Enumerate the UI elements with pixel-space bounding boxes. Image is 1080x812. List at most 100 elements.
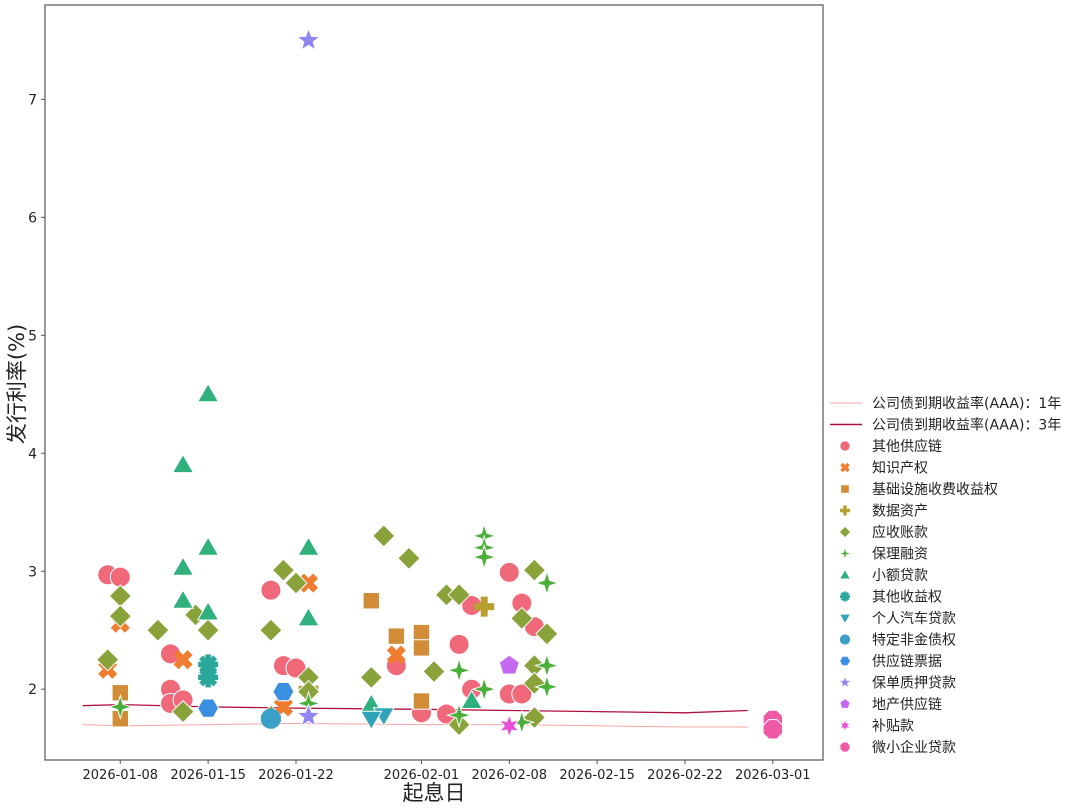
point-s15-2 xyxy=(762,719,783,740)
legend-label-7: 小额贷款 xyxy=(872,568,928,584)
point-s6-10 xyxy=(533,569,561,597)
legend-label-4: 数据资产 xyxy=(872,504,928,520)
x-tick-label-5: 2026-02-08 xyxy=(472,768,548,783)
point-s7-7 xyxy=(297,536,320,556)
legend-label-line-2: 公司债到期收益率(AAA)：3年 xyxy=(872,417,1061,434)
legend-marker-6 xyxy=(838,546,852,561)
x-tick-label-8: 2026-03-01 xyxy=(735,768,811,783)
point-s7-2 xyxy=(196,382,220,403)
point-s13-1 xyxy=(498,654,520,675)
point-s5-21 xyxy=(510,606,534,631)
legend-marker-7 xyxy=(839,569,851,580)
point-s1-20 xyxy=(511,683,533,705)
point-s14-1 xyxy=(498,713,521,739)
point-s7-10 xyxy=(460,689,483,709)
legend-label-12: 保单质押贷款 xyxy=(872,676,956,692)
y-tick-label-3: 4 xyxy=(28,446,37,462)
point-s5-22 xyxy=(522,558,547,582)
legend-label-2: 知识产权 xyxy=(872,460,928,477)
x-tick-label-7: 2026-02-22 xyxy=(647,768,723,783)
legend-label-1: 其他供应链 xyxy=(872,438,942,455)
point-s1-7 xyxy=(260,579,282,601)
point-s5-24 xyxy=(522,671,547,696)
legend-label-15: 微小企业贷款 xyxy=(872,739,956,756)
point-s1-9 xyxy=(285,657,307,679)
line-series-1 xyxy=(82,722,748,728)
y-tick-label-1: 2 xyxy=(28,682,37,698)
point-s7-8 xyxy=(297,606,320,627)
legend: 公司债到期收益率(AAA)：1年公司债到期收益率(AAA)：3年其他供应链知识产… xyxy=(830,395,1061,756)
point-s7-5 xyxy=(171,589,195,609)
point-s5-25 xyxy=(535,622,559,646)
point-s5-8 xyxy=(259,618,283,642)
point-s5-16 xyxy=(397,546,421,571)
point-s6-7 xyxy=(470,543,498,571)
point-s11-1 xyxy=(197,698,220,718)
point-s2-3 xyxy=(173,650,193,670)
legend-marker-5 xyxy=(839,526,851,538)
legend-label-line-1: 公司债到期收益率(AAA)：1年 xyxy=(872,395,1061,412)
point-s5-7 xyxy=(171,699,195,724)
point-s5-19 xyxy=(447,583,471,607)
legend-marker-8 xyxy=(840,591,850,602)
x-axis-label: 起息日 xyxy=(403,781,466,805)
legend-marker-9 xyxy=(839,613,851,624)
point-s11-2 xyxy=(272,682,295,702)
point-s4-1 xyxy=(474,596,495,617)
point-s10-1 xyxy=(260,708,281,729)
plot-frame xyxy=(44,4,824,761)
legend-label-10: 特定非金债权 xyxy=(872,633,956,649)
x-tick-label-3: 2026-01-22 xyxy=(258,768,334,783)
point-s5-9 xyxy=(271,558,296,582)
point-s1-13 xyxy=(448,633,470,655)
point-s2-6 xyxy=(386,645,406,665)
point-s6-8 xyxy=(470,675,498,703)
y-tick-label-5: 6 xyxy=(28,210,37,226)
point-s5-4 xyxy=(146,618,170,642)
legend-label-8: 其他收益权 xyxy=(872,590,942,606)
y-tick-label-2: 3 xyxy=(28,564,37,580)
legend-marker-13 xyxy=(839,698,851,709)
point-s3-7 xyxy=(412,692,431,710)
x-axis-ticks: 2026-01-08 2026-01-15 2026-01-22 2026-02-01… xyxy=(83,760,811,783)
point-s6-1 xyxy=(107,693,134,721)
y-axis-label: 发行利率(%) xyxy=(5,324,29,444)
legend-label-6: 保理融资 xyxy=(872,547,928,563)
legend-label-3: 基础设施收费收益权 xyxy=(872,481,998,498)
point-s6-3 xyxy=(445,701,473,729)
point-s12-1 xyxy=(295,26,322,52)
point-s12-2 xyxy=(295,702,322,728)
point-s5-1 xyxy=(95,647,120,672)
legend-label-13: 地产供应链 xyxy=(872,696,942,713)
x-tick-label-4: 2026-02-01 xyxy=(384,768,460,783)
point-s7-4 xyxy=(171,556,195,576)
point-s3-5 xyxy=(412,623,431,642)
x-tick-label-6: 2026-02-15 xyxy=(559,768,635,783)
point-s7-3 xyxy=(196,536,220,556)
y-axis-ticks: 2 3 4 5 6 7 xyxy=(28,92,45,698)
point-s5-17 xyxy=(422,659,446,684)
point-s9-2 xyxy=(360,710,383,731)
point-s8-2 xyxy=(198,667,219,688)
legend-label-5: 应收账款 xyxy=(872,524,928,541)
point-s7-6 xyxy=(196,601,220,621)
legend-marker-4 xyxy=(840,505,850,516)
point-s3-3 xyxy=(362,592,380,610)
scatter-points-layer xyxy=(95,26,783,740)
point-s7-1 xyxy=(171,453,195,474)
legend-marker-10 xyxy=(839,634,851,645)
legend-label-14: 补贴款 xyxy=(872,719,914,735)
point-s2-5 xyxy=(298,573,319,593)
point-s5-6 xyxy=(196,618,220,642)
legend-marker-11 xyxy=(839,656,851,666)
legend-label-9: 个人汽车贷款 xyxy=(872,610,956,627)
legend-label-11: 供应链票据 xyxy=(872,653,942,670)
point-s1-2 xyxy=(109,566,131,588)
point-s5-10 xyxy=(284,571,308,595)
legend-marker-14 xyxy=(839,719,851,732)
y-tick-label-6: 7 xyxy=(28,92,37,108)
point-s2-4 xyxy=(273,697,293,717)
x-tick-label-2: 2026-01-15 xyxy=(170,768,246,783)
point-s5-3 xyxy=(108,604,133,628)
